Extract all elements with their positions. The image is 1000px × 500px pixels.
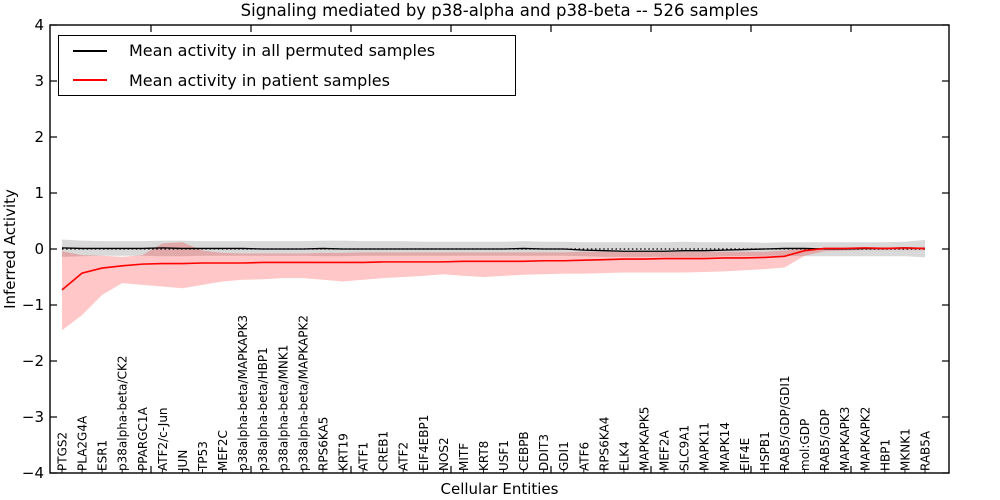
x-category-label: RAB5/GDP [818, 409, 832, 471]
y-tick-label: 1 [34, 184, 44, 202]
x-category-label: TP53 [196, 441, 210, 472]
x-category-label: PTGS2 [56, 432, 70, 471]
x-category-label: p38alpha-beta/MNK1 [276, 345, 290, 471]
legend-label-permuted: Mean activity in all permuted samples [129, 41, 436, 61]
x-category-label: MEF2C [216, 430, 230, 471]
x-category-label: SLC9A1 [678, 425, 692, 471]
legend-row-permuted: Mean activity in all permuted samples [59, 36, 515, 66]
patient-std-band [62, 242, 925, 331]
x-category-label: MAPK14 [718, 422, 732, 471]
x-axis-label: Cellular Entities [440, 480, 559, 498]
x-category-label: KRT8 [477, 441, 491, 471]
x-category-label: MAPKAPK2 [858, 407, 872, 471]
x-category-label: mol:GDP [798, 419, 812, 471]
x-category-label: p38alpha-beta/HBP1 [256, 347, 270, 471]
y-tick-label: 0 [34, 240, 44, 258]
x-category-label: NOS2 [437, 437, 451, 471]
y-tick-label: −3 [22, 408, 44, 426]
y-tick-label: 4 [34, 16, 44, 34]
x-category-label: p38alpha-beta/MAPKAPK3 [236, 315, 250, 471]
legend: Mean activity in all permuted samples Me… [58, 35, 516, 96]
x-category-label: EIF4EBP1 [417, 415, 431, 471]
x-category-label: GDI1 [557, 441, 571, 471]
patient-line-swatch [73, 79, 107, 82]
x-category-label: p38alpha-beta/MAPKAPK2 [296, 315, 310, 471]
x-category-label: RAB5A [919, 430, 933, 471]
x-category-label: MITF [457, 443, 471, 471]
x-category-label: HSPB1 [758, 431, 772, 471]
x-category-label: ATF2/c-Jun [156, 407, 170, 471]
x-category-label: HBP1 [878, 439, 892, 471]
x-category-label: RPS6KA4 [597, 417, 611, 471]
x-category-label: MAPK11 [698, 422, 712, 471]
legend-label-patient: Mean activity in patient samples [129, 70, 390, 90]
x-category-label: ATF6 [577, 442, 591, 471]
x-category-label: RAB5/GDP/GDI1 [778, 375, 792, 471]
y-tick-label: 2 [34, 128, 44, 146]
y-tick-label: −2 [22, 352, 44, 370]
x-category-label: ATF1 [357, 442, 371, 471]
permuted-mean-line [61, 247, 926, 252]
x-category-label: MAPKAPK3 [838, 407, 852, 471]
x-category-label: ATF2 [397, 442, 411, 471]
x-category-label: MAPKAPK5 [638, 407, 652, 471]
x-category-label: KRT19 [336, 433, 350, 471]
x-category-label: PPARGC1A [136, 406, 150, 471]
x-category-label: CREB1 [377, 431, 391, 471]
x-category-label: ESR1 [96, 440, 110, 471]
legend-row-patient: Mean activity in patient samples [59, 66, 515, 96]
x-category-label: p38alpha-beta/CK2 [116, 356, 130, 471]
x-category-label: PLA2G4A [76, 415, 90, 471]
y-tick-label: −1 [22, 296, 44, 314]
y-tick-label: 3 [34, 72, 44, 90]
x-category-label: MEF2A [658, 430, 672, 471]
x-category-label: DDIT3 [537, 434, 551, 471]
x-category-label: MKNK1 [898, 428, 912, 471]
x-category-label: EIF4E [738, 438, 752, 471]
x-category-label: RPS6KA5 [316, 417, 330, 471]
y-tick-label: −4 [22, 464, 44, 482]
y-axis-label: Inferred Activity [1, 189, 19, 309]
x-category-label: ELK4 [617, 441, 631, 471]
x-category-label: USF1 [497, 440, 511, 471]
chart-title: Signaling mediated by p38-alpha and p38-… [240, 1, 759, 20]
x-category-label: JUN [176, 450, 190, 472]
patient-mean-line [61, 247, 926, 291]
permuted-line-swatch [73, 49, 107, 52]
x-category-label: CEBPB [517, 431, 531, 471]
